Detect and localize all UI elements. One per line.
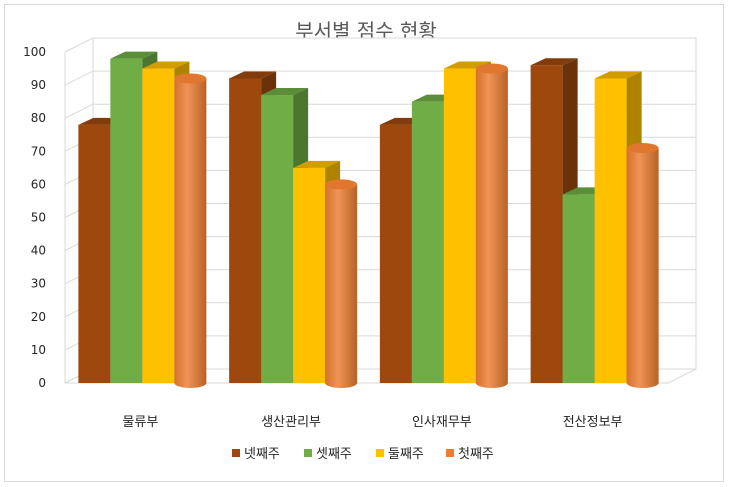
- legend-swatch: [232, 449, 240, 457]
- y-tick-label: 90: [31, 78, 46, 92]
- y-tick-label: 10: [31, 343, 46, 357]
- x-category-label: 물류부: [122, 415, 158, 430]
- legend-label: 둘째주: [388, 447, 424, 462]
- y-tick-label: 30: [31, 277, 46, 291]
- y-tick-label: 80: [31, 111, 46, 125]
- y-tick-label: 20: [31, 310, 46, 324]
- x-category-label: 전산정보부: [563, 415, 623, 430]
- bars: [78, 51, 659, 389]
- y-tick-label: 60: [31, 177, 46, 191]
- bar: [174, 73, 207, 388]
- gridline-side: [64, 37, 94, 53]
- y-tick-label: 40: [31, 244, 46, 258]
- y-tick-label: 100: [23, 45, 46, 59]
- gridline-side: [64, 103, 94, 119]
- legend: 넷째주 셋째주 둘째주 첫째주: [232, 447, 494, 462]
- y-tick-label: 70: [31, 144, 46, 158]
- bar: [626, 142, 659, 388]
- x-category-label: 생산관리부: [261, 415, 321, 430]
- bar: [475, 63, 508, 389]
- y-tick-label: 0: [38, 376, 46, 390]
- y-tick-label: 50: [31, 211, 46, 225]
- y-axis: 0 10 20 30 40 50 60 70 80 90 100: [23, 45, 46, 390]
- bar: [325, 179, 358, 388]
- x-axis: 물류부 생산관리부 인사재무부 전산정보부: [122, 415, 622, 430]
- gridline-side: [64, 70, 94, 86]
- x-category-label: 인사재무부: [412, 415, 472, 430]
- legend-label: 첫째주: [458, 447, 494, 462]
- legend-label: 넷째주: [244, 447, 280, 462]
- legend-label: 셋째주: [316, 447, 352, 462]
- legend-swatch: [304, 449, 312, 457]
- legend-swatch: [446, 449, 454, 457]
- legend-swatch: [376, 449, 384, 457]
